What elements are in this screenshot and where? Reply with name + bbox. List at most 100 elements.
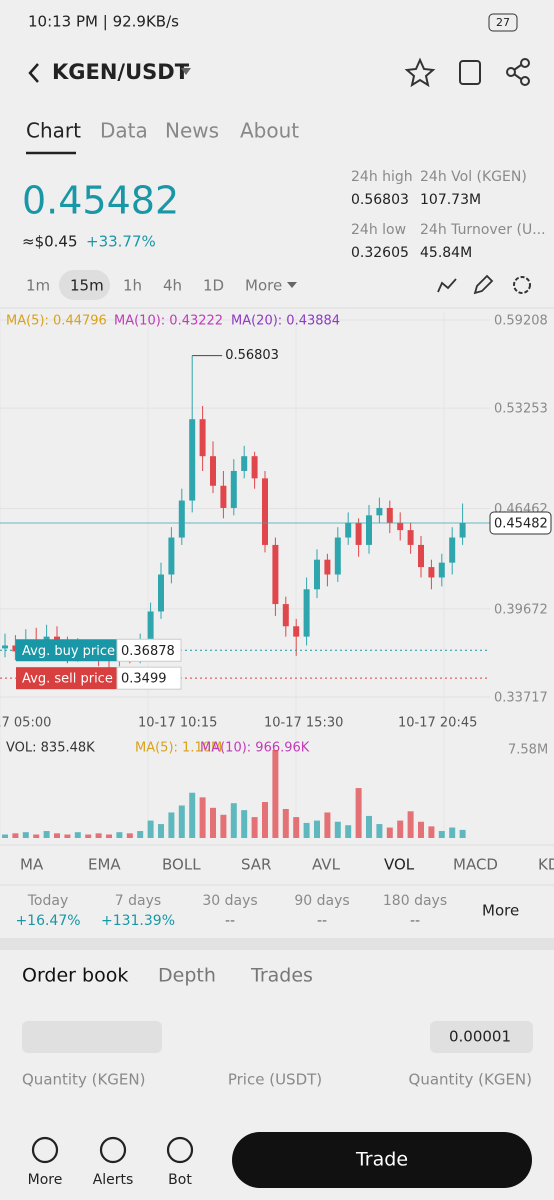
stat-label: 24h high [351, 169, 413, 185]
timeframe[interactable]: 15m [70, 277, 104, 295]
stat-label: 24h Turnover (U... [420, 222, 546, 238]
candle-body [376, 507, 383, 516]
volume-bar [33, 834, 40, 838]
candle-body [282, 604, 289, 627]
avg-value: 0.36878 [121, 644, 175, 659]
last-price-box [489, 511, 552, 535]
favorite-icon[interactable] [404, 57, 436, 88]
draw-icon[interactable] [473, 274, 494, 295]
candle-body [386, 507, 393, 523]
y-tick-label: 0.33717 [494, 691, 548, 706]
more-dropdown[interactable] [287, 282, 297, 288]
tab[interactable]: Chart [26, 119, 81, 143]
stat-value: 107.73M [420, 192, 481, 208]
candle-body [438, 562, 445, 578]
volume-bar [64, 834, 71, 838]
candle-body [324, 559, 331, 575]
volume-bar [324, 812, 331, 838]
candle-body [272, 544, 279, 605]
volume-bar [220, 814, 227, 838]
volume-bar [95, 833, 102, 838]
indicator-tab[interactable]: KD [538, 856, 554, 874]
settings-icon[interactable] [513, 276, 531, 294]
perf-label: Today [27, 893, 69, 909]
indicator-tab[interactable]: MA [20, 856, 44, 874]
pair-dropdown[interactable] [181, 68, 191, 75]
perf-more[interactable]: More [482, 902, 519, 920]
volume-bar [106, 834, 112, 838]
stat-value: 0.56803 [351, 192, 409, 208]
volume-bar [85, 834, 92, 838]
candle-body [220, 485, 227, 508]
perf-value: -- [410, 913, 420, 929]
nav-label[interactable]: Alerts [93, 1172, 134, 1188]
indicator-tab[interactable]: VOL [384, 856, 415, 874]
trade-button[interactable] [232, 1132, 532, 1188]
avg-label: Avg. buy price [22, 644, 115, 659]
nav-icon[interactable] [99, 1136, 127, 1164]
nav-label[interactable]: More [28, 1172, 63, 1188]
indicator-tab[interactable]: SAR [241, 856, 271, 874]
candle-body [366, 515, 372, 545]
notes-icon[interactable] [459, 60, 481, 85]
volume-bar [43, 831, 50, 838]
stat-label: 24h Vol (KGEN) [420, 169, 527, 185]
candle-body [158, 574, 164, 612]
volume-bar [74, 832, 81, 838]
column-header: Quantity (KGEN) [22, 1071, 145, 1089]
y-tick-label: 0.53253 [494, 402, 548, 417]
nav-label[interactable]: Bot [168, 1172, 192, 1188]
avg-label: Avg. sell price [22, 672, 113, 687]
share-icon[interactable] [506, 58, 530, 86]
avg-tag [16, 667, 118, 690]
last-price: 0.45482 [22, 179, 179, 223]
timeframe[interactable]: 4h [163, 277, 182, 295]
nav-icon[interactable] [166, 1136, 194, 1164]
view-switch[interactable] [22, 1021, 162, 1053]
tab[interactable]: Data [100, 119, 148, 143]
stat-value: 45.84M [420, 245, 472, 261]
timeframe[interactable]: More [245, 277, 282, 295]
indicator-tab[interactable]: AVL [312, 856, 341, 874]
volume-tick: 7.58M [508, 743, 548, 758]
fiat-price: ≈$0.45 [22, 233, 78, 251]
x-tick-label: 10-17 15:30 [264, 716, 343, 731]
timeframe[interactable]: 1h [123, 277, 142, 295]
perf-label: 30 days [202, 893, 257, 909]
precision[interactable]: 0.00001 [449, 1028, 511, 1046]
timeframe[interactable]: 1D [203, 277, 224, 295]
candle-body [314, 559, 320, 590]
ma-label: MA(10): 0.43222 [114, 314, 223, 329]
candle-body [355, 522, 362, 545]
tab[interactable]: About [240, 119, 299, 143]
volume-bar [241, 810, 248, 838]
orderbook-tab[interactable]: Order book [22, 965, 128, 987]
avg-value-box [116, 666, 182, 690]
y-tick-label: 0.39672 [494, 602, 548, 617]
indicator-tab[interactable]: EMA [88, 856, 121, 874]
nav-icon[interactable] [31, 1136, 59, 1164]
perf-value: +16.47% [15, 913, 80, 929]
candle-body [407, 530, 414, 545]
back-button[interactable] [28, 63, 39, 83]
timeframe[interactable]: 1m [26, 277, 50, 295]
indicator-icon[interactable] [437, 278, 457, 293]
indicator-tab[interactable]: BOLL [162, 856, 201, 874]
candle-body [199, 419, 206, 457]
volume-bar [54, 833, 60, 838]
orderbook-tab[interactable]: Depth [158, 965, 216, 987]
volume-label: MA(10): 966.96K [200, 741, 310, 756]
pair-title[interactable]: KGEN/USDT [52, 60, 190, 84]
x-tick-label: 10-17 10:15 [138, 716, 217, 731]
perf-label: 7 days [115, 893, 161, 909]
tab[interactable]: News [165, 119, 219, 143]
candle-body [2, 645, 8, 649]
orderbook-tab[interactable]: Trades [250, 965, 313, 987]
volume-bar [418, 821, 424, 838]
x-tick-label: 10-17 05:00 [0, 716, 51, 731]
indicator-tab[interactable]: MACD [453, 856, 498, 874]
precision-button[interactable] [430, 1021, 533, 1053]
trade-label[interactable]: Trade [355, 1149, 408, 1171]
perf-value: -- [317, 913, 327, 929]
